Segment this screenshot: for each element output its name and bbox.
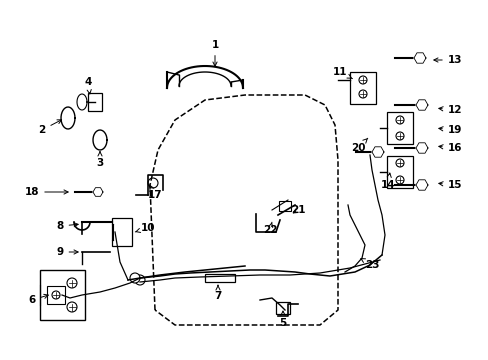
Bar — [40, 270, 84, 320]
Text: 17: 17 — [147, 185, 162, 200]
Polygon shape — [415, 100, 427, 110]
Text: 9: 9 — [56, 247, 78, 257]
Text: 10: 10 — [135, 223, 155, 233]
Circle shape — [395, 132, 403, 140]
Text: 14: 14 — [380, 173, 394, 190]
Circle shape — [395, 116, 403, 124]
Polygon shape — [93, 188, 103, 196]
Circle shape — [395, 176, 403, 184]
Text: 21: 21 — [290, 205, 305, 215]
Circle shape — [148, 178, 158, 188]
Text: 1: 1 — [211, 40, 218, 66]
Text: 15: 15 — [438, 180, 461, 190]
Polygon shape — [415, 180, 427, 190]
Text: 13: 13 — [433, 55, 461, 65]
Text: 22: 22 — [262, 222, 277, 235]
Circle shape — [395, 159, 403, 167]
Bar — [47, 286, 65, 304]
Text: 4: 4 — [84, 77, 92, 94]
Text: 8: 8 — [56, 221, 78, 231]
Bar — [349, 72, 375, 104]
Text: 6: 6 — [28, 294, 48, 305]
Text: 3: 3 — [96, 152, 103, 168]
Bar — [275, 302, 289, 314]
Bar — [204, 274, 235, 282]
Text: 23: 23 — [360, 258, 379, 270]
Circle shape — [358, 90, 366, 98]
Bar — [279, 201, 290, 211]
Bar — [88, 93, 102, 111]
Text: 18: 18 — [25, 187, 68, 197]
Text: 12: 12 — [438, 105, 461, 115]
Bar — [112, 218, 132, 246]
Circle shape — [67, 302, 77, 312]
Text: 11: 11 — [332, 67, 352, 78]
Bar — [386, 156, 412, 188]
Bar — [386, 112, 412, 144]
Circle shape — [130, 273, 140, 283]
Text: 7: 7 — [214, 285, 221, 301]
Circle shape — [135, 275, 145, 285]
Text: 2: 2 — [38, 120, 61, 135]
Text: 5: 5 — [279, 311, 286, 328]
Polygon shape — [371, 147, 383, 157]
Circle shape — [358, 76, 366, 84]
Polygon shape — [415, 143, 427, 153]
Text: 20: 20 — [350, 138, 367, 153]
Circle shape — [67, 278, 77, 288]
Circle shape — [52, 291, 60, 299]
Text: 19: 19 — [438, 125, 461, 135]
Text: 16: 16 — [438, 143, 461, 153]
Polygon shape — [413, 53, 425, 63]
